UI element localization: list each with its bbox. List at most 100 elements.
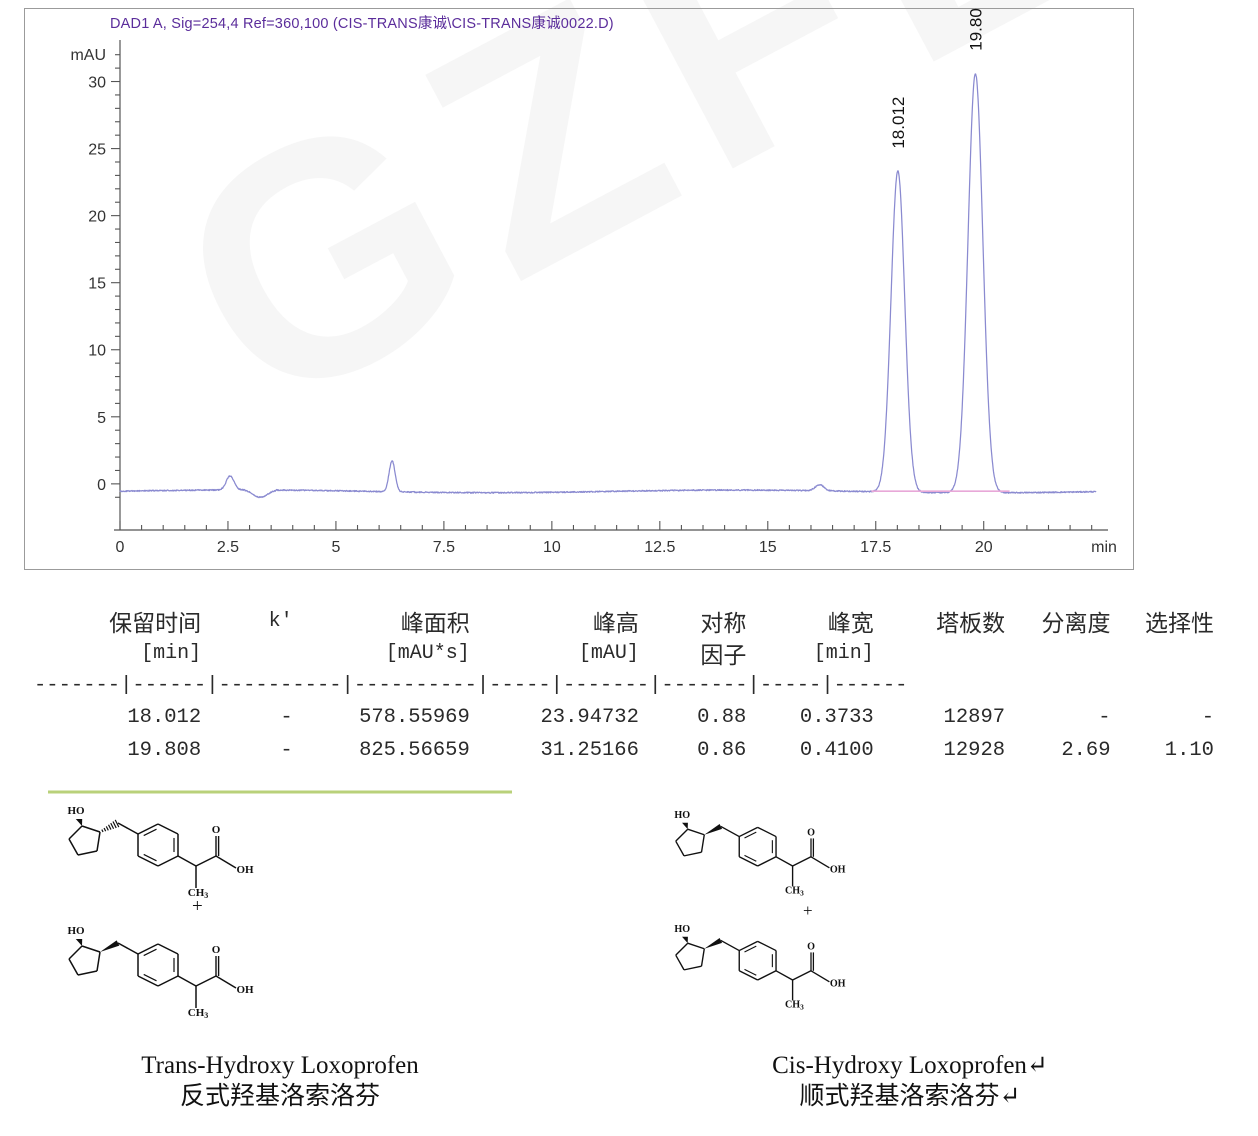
bond (143, 828, 157, 837)
bond (137, 823, 159, 835)
label-ho: HO (674, 924, 690, 935)
bond (157, 943, 179, 955)
peak-label: 19.808 (966, 8, 985, 51)
column-header-height: 峰高 [mAU] (578, 611, 639, 665)
x-tick-label: 17.5 (860, 539, 891, 556)
cell-selectivity: 1.10 (1164, 739, 1214, 763)
chromatogram-panel (24, 8, 1134, 570)
bond (195, 975, 217, 987)
table-separator: -------|------|----------|----------|---… (34, 674, 908, 698)
molecule-trans-enantiomer-1: HO O OH CH3 (67, 805, 254, 900)
bond (744, 831, 757, 839)
bond (744, 968, 757, 976)
cell-height: 31.25166 (540, 739, 639, 763)
plot-axes (111, 40, 1108, 531)
cell-width: 0.4100 (799, 739, 874, 763)
bond (215, 975, 237, 989)
table-header-row: 保留时间 [min] k' 峰面积 [mAU*s] 峰高 [mAU] 对称 因子… (34, 608, 1214, 671)
bond (157, 975, 179, 987)
column-header-width: 峰宽 [min] (813, 611, 874, 665)
bond (683, 965, 702, 971)
bond (137, 975, 159, 987)
bond (215, 855, 237, 869)
stereo-wedge-oh (682, 822, 688, 830)
bond (738, 826, 758, 838)
bond (157, 823, 179, 835)
cell-resolution: - (1098, 706, 1111, 730)
y-tick-label: 30 (88, 75, 106, 92)
bond (77, 850, 98, 856)
plus-sign: + (192, 896, 203, 917)
peak-label: 18.012 (889, 97, 908, 149)
y-tick-label: 20 (88, 209, 106, 226)
bond (687, 828, 705, 836)
x-tick-label: 20 (975, 539, 993, 556)
bond (81, 945, 101, 953)
stereo-hash-bond (101, 819, 120, 833)
bond (177, 855, 197, 867)
x-tick-label: 7.5 (433, 539, 455, 556)
bond (137, 943, 159, 955)
bond (81, 825, 101, 833)
y-tick-label: 0 (97, 477, 106, 494)
stereo-wedge-oh (75, 939, 83, 946)
bond (683, 851, 702, 857)
x-tick-label: 12.5 (644, 539, 675, 556)
caption-cis-en: Cis-Hydroxy Loxoprofen↵ (772, 1052, 1048, 1079)
label-ho: HO (67, 925, 85, 937)
label-ch3: CH3 (785, 1000, 804, 1012)
label-o: O (212, 824, 221, 836)
bond (757, 940, 777, 952)
bond (744, 854, 757, 862)
bond (738, 970, 758, 981)
bond (143, 973, 157, 982)
cell-area: 578.55969 (359, 706, 470, 730)
label-oh: OH (830, 978, 846, 989)
x-tick-label: 15 (759, 539, 777, 556)
chromatogram-plot: 0 5 10 15 20 25 30 mAU 0 2.5 5 7.5 10 12.5 15 17.5 20 min… (70, 8, 1116, 556)
bond (792, 970, 812, 981)
cell-symmetry: 0.88 (697, 706, 747, 730)
column-header-area: 峰面积 [mAU*s] (385, 611, 470, 665)
bond (700, 948, 705, 967)
table-row: 19.808 - 825.56659 31.25166 0.86 0.4100 … (34, 736, 1214, 765)
label-oh: OH (236, 864, 254, 876)
bond (738, 940, 758, 952)
bond (757, 826, 777, 838)
label-o: O (807, 828, 815, 839)
stereo-wedge-bond (704, 937, 723, 949)
bond (757, 970, 777, 981)
bond (775, 856, 793, 867)
cell-retention-time: 19.808 (127, 739, 202, 763)
column-header-retention-time: 保留时间 [min] (109, 611, 202, 665)
bond (157, 855, 179, 867)
signal-trace (119, 73, 1097, 499)
bond (792, 856, 812, 867)
bond (720, 825, 740, 838)
bond (757, 856, 777, 867)
bond (117, 822, 139, 835)
bond (687, 942, 705, 950)
cell-selectivity: - (1201, 706, 1214, 730)
stereo-wedge-bond (704, 823, 723, 835)
bond (675, 840, 685, 857)
label-o: O (212, 944, 221, 956)
cell-width: 0.3733 (799, 706, 874, 730)
results-table: 保留时间 [min] k' 峰面积 [mAU*s] 峰高 [mAU] 对称 因子… (34, 608, 1214, 765)
bond (96, 951, 101, 972)
x-tick-label: 2.5 (217, 539, 239, 556)
plot-tick-labels: 0 5 10 15 20 25 30 mAU 0 2.5 5 7.5 10 12.5 15 17.5 20 min… (70, 8, 1116, 556)
caption-trans: Trans-Hydroxy Loxoprofen 反式羟基洛索洛芬 (20, 1050, 540, 1114)
bond (137, 855, 159, 867)
caption-cis-cn: 顺式羟基洛索洛芬↵ (799, 1083, 1021, 1111)
chromatogram-trace (119, 73, 1097, 499)
cell-plates: 12928 (943, 739, 1006, 763)
bond (68, 945, 83, 960)
bond (810, 970, 830, 983)
caption-trans-cn: 反式羟基洛索洛芬 (179, 1083, 380, 1111)
y-tick-label: 15 (88, 276, 106, 293)
column-header-resolution: 分离度 (1041, 611, 1111, 636)
bond (195, 855, 217, 867)
molecule-cis-enantiomer-1: HO O OH CH3 (674, 810, 845, 897)
bond (143, 948, 157, 957)
